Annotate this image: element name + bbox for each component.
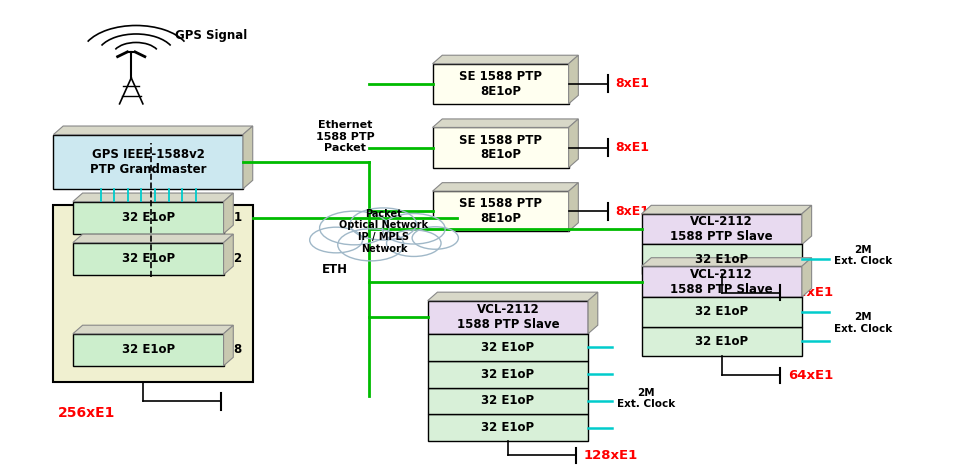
Text: GPS IEEE-1588v2
PTP Grandmaster: GPS IEEE-1588v2 PTP Grandmaster [90,148,206,176]
Text: 32 E1oP: 32 E1oP [481,368,535,380]
Text: SE 1588 PTP
8E1oP: SE 1588 PTP 8E1oP [459,197,542,225]
Polygon shape [588,292,598,334]
FancyBboxPatch shape [642,244,802,274]
Text: 32 E1oP: 32 E1oP [481,421,535,434]
Text: 32 E1oP: 32 E1oP [122,252,175,265]
Text: 8 x 2M
Ext. Clock: 8 x 2M Ext. Clock [95,209,157,230]
Text: Ethernet
1588 PTP
Packet: Ethernet 1588 PTP Packet [316,120,374,153]
Polygon shape [569,55,578,104]
Circle shape [412,227,459,249]
Polygon shape [243,126,253,189]
FancyBboxPatch shape [642,266,802,297]
Text: 2M
Ext. Clock: 2M Ext. Clock [834,312,892,334]
Text: 8xE1: 8xE1 [615,141,649,154]
FancyBboxPatch shape [642,327,802,356]
Text: 32 E1oP: 32 E1oP [695,335,748,348]
FancyBboxPatch shape [53,205,253,382]
Polygon shape [73,234,233,243]
Text: 8xE1: 8xE1 [615,77,649,90]
Text: 2M
Ext. Clock: 2M Ext. Clock [834,244,892,266]
Polygon shape [73,325,233,334]
FancyBboxPatch shape [428,361,588,388]
Polygon shape [433,55,578,64]
Polygon shape [642,205,812,214]
Text: SE 1588 PTP
8E1oP: SE 1588 PTP 8E1oP [459,134,542,161]
Text: 32 E1oP: 32 E1oP [695,305,748,318]
Text: 8xE1: 8xE1 [615,205,649,218]
FancyBboxPatch shape [642,297,802,327]
Polygon shape [224,325,233,366]
Text: 2M
Ext. Clock: 2M Ext. Clock [617,388,676,409]
Text: 32 E1oP: 32 E1oP [481,341,535,354]
Text: Packet
Optical Network
IP / MPLS
Network: Packet Optical Network IP / MPLS Network [339,209,429,253]
Polygon shape [433,119,578,127]
Text: 256xE1: 256xE1 [58,406,116,420]
Text: 32 E1oP: 32 E1oP [695,253,748,266]
Text: 64xE1: 64xE1 [787,369,833,382]
Polygon shape [428,292,598,301]
Text: VCL-2112
1588 PTP Slave: VCL-2112 1588 PTP Slave [671,215,773,243]
Text: VCL-2112
1588 PTP Slave: VCL-2112 1588 PTP Slave [457,303,559,331]
FancyBboxPatch shape [642,214,802,244]
FancyBboxPatch shape [433,127,569,168]
Text: 32 E1oP: 32 E1oP [122,343,175,356]
Polygon shape [802,258,812,297]
Circle shape [387,230,441,256]
Circle shape [338,229,404,261]
FancyBboxPatch shape [428,301,588,334]
Text: GPS Signal: GPS Signal [175,29,247,42]
Polygon shape [73,193,233,202]
Polygon shape [224,234,233,275]
Text: 32xE1: 32xE1 [787,286,833,299]
Text: 8: 8 [233,343,241,356]
Polygon shape [569,119,578,168]
FancyBboxPatch shape [53,135,243,189]
FancyBboxPatch shape [73,202,224,234]
Polygon shape [642,258,812,266]
Polygon shape [569,183,578,231]
Circle shape [350,208,416,240]
Text: 32 E1oP: 32 E1oP [122,211,175,224]
Polygon shape [53,126,253,135]
FancyBboxPatch shape [433,64,569,104]
Text: ETH: ETH [323,262,348,276]
Circle shape [310,227,363,253]
Text: 1: 1 [233,211,241,224]
Text: 128xE1: 128xE1 [583,449,638,462]
Text: SE 1588 PTP
8E1oP: SE 1588 PTP 8E1oP [459,70,542,98]
Text: VCL-2112
1588 PTP Slave: VCL-2112 1588 PTP Slave [671,268,773,295]
Polygon shape [224,193,233,234]
Text: 32 E1oP: 32 E1oP [481,395,535,407]
Text: 2: 2 [233,252,241,265]
FancyBboxPatch shape [428,414,588,441]
Polygon shape [802,205,812,244]
Polygon shape [433,183,578,191]
FancyBboxPatch shape [433,191,569,231]
Circle shape [320,211,389,245]
FancyBboxPatch shape [428,334,588,361]
Circle shape [382,213,445,244]
FancyBboxPatch shape [428,388,588,414]
FancyBboxPatch shape [73,243,224,275]
FancyBboxPatch shape [73,334,224,366]
